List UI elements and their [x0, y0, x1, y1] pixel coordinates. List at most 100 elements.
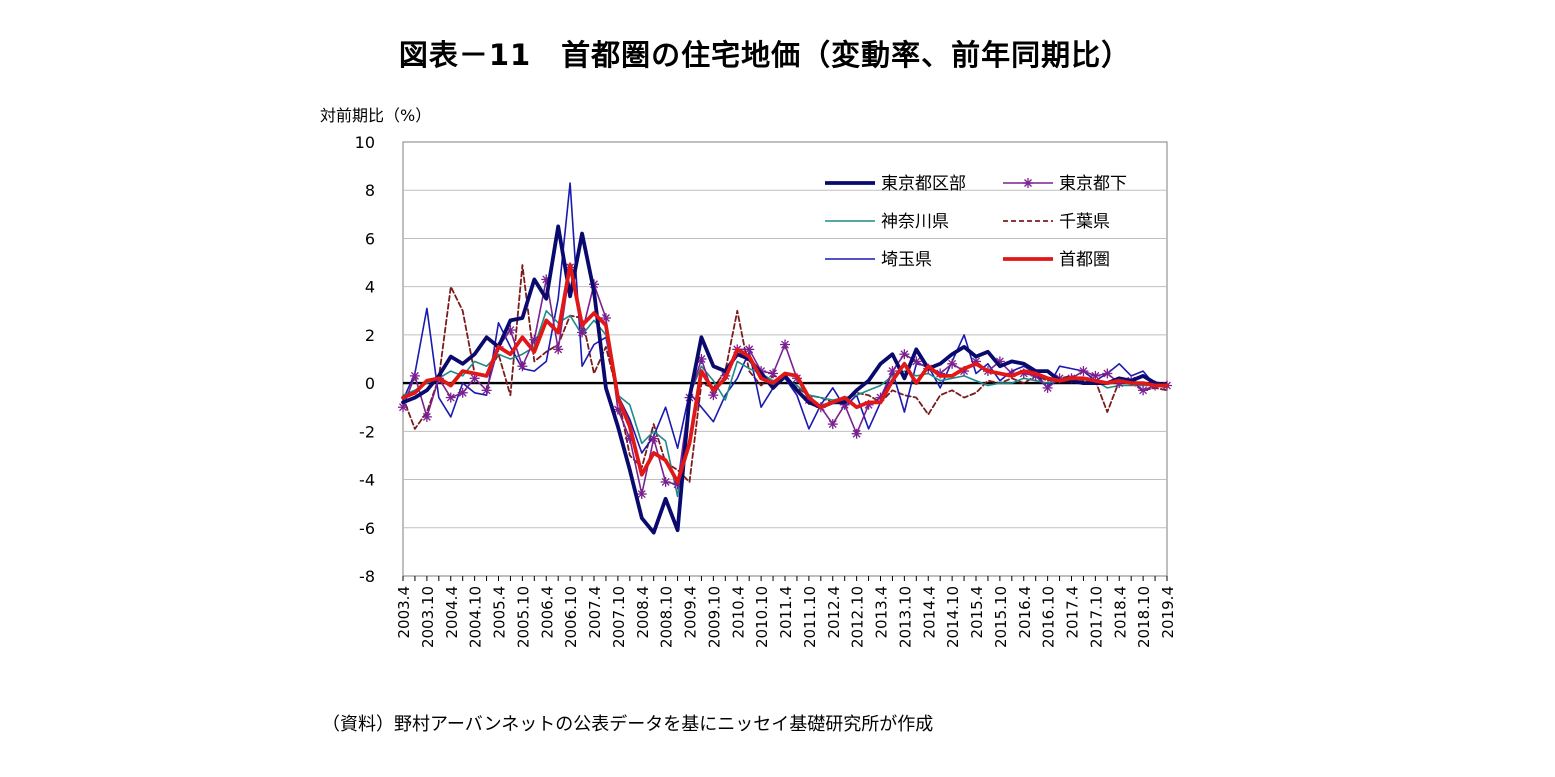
y-tick-label: -8: [359, 567, 375, 586]
x-tick-label: 2007.10: [610, 586, 628, 648]
data-point-marker: [1103, 369, 1112, 378]
data-point-marker: [458, 388, 467, 397]
data-point-marker: [781, 340, 789, 349]
data-point-marker: [888, 367, 897, 376]
x-tick-label: 2010.4: [729, 586, 747, 639]
data-point-marker: [828, 420, 837, 429]
x-tick-label: 2008.4: [634, 586, 652, 639]
x-tick-label: 2014.4: [920, 586, 938, 639]
data-point-marker: [649, 434, 658, 443]
x-tick-label: 2003.4: [395, 586, 413, 639]
x-tick-label: 2010.10: [753, 586, 771, 648]
series-layer: [398, 182, 1172, 535]
data-point-marker: [1091, 371, 1100, 380]
data-point-marker: [506, 326, 515, 335]
x-tick-label: 2013.4: [873, 586, 891, 639]
x-tick-label: 2018.4: [1111, 586, 1129, 639]
x-tick-label: 2014.10: [944, 586, 962, 648]
data-point-marker: [912, 357, 921, 366]
x-tick-label: 2007.4: [586, 586, 604, 639]
y-tick-label: 10: [355, 133, 375, 152]
legend-item: 東京都下: [1003, 174, 1127, 194]
data-point-marker: [470, 374, 479, 383]
data-point-marker: [900, 350, 909, 359]
legend-marker: [1024, 179, 1032, 187]
data-point-marker: [530, 335, 539, 344]
legend-label: 首都圏: [1059, 250, 1110, 270]
x-tick-label: 2012.4: [825, 586, 843, 639]
data-point-marker: [769, 369, 778, 378]
x-tick-label: 2003.10: [419, 586, 437, 648]
x-tick-label: 2015.10: [992, 586, 1010, 648]
y-tick-label: 8: [365, 181, 375, 200]
x-tick-label: 2013.10: [896, 586, 914, 648]
x-tick-label: 2009.4: [682, 586, 700, 639]
x-tick-label: 2017.4: [1064, 586, 1082, 639]
x-tick-label: 2005.4: [491, 586, 509, 639]
source-note: （資料）野村アーバンネットの公表データを基にニッセイ基礎研究所が作成: [322, 714, 934, 735]
y-tick-label: 2: [365, 326, 375, 345]
series-line: [402, 309, 1168, 498]
data-point-marker: [709, 391, 718, 400]
y-axis-label: 対前期比（%）: [320, 106, 431, 125]
x-tick-label: 2006.10: [562, 586, 580, 648]
legend-item: 埼玉県: [825, 250, 932, 270]
x-tick-label: 2015.4: [968, 586, 986, 639]
x-tick-label: 2018.10: [1135, 586, 1153, 648]
data-point-marker: [554, 345, 563, 354]
x-tick-label: 2019.4: [1159, 586, 1177, 639]
y-tick-label: -2: [359, 422, 375, 441]
y-tick-label: -4: [359, 471, 375, 490]
data-point-marker: [399, 403, 407, 412]
series-line: [402, 264, 1168, 483]
data-point-marker: [446, 393, 455, 402]
legend-item: 首都圏: [1003, 250, 1110, 270]
data-point-marker: [410, 371, 419, 380]
data-point-marker: [697, 355, 706, 363]
x-tick-label: 2011.4: [777, 586, 795, 639]
series-神奈川県: [402, 309, 1168, 498]
x-tick-label: 2004.4: [443, 586, 461, 639]
data-point-marker: [578, 328, 587, 337]
x-tick-label: 2016.10: [1040, 586, 1058, 648]
x-tick-label: 2009.10: [705, 586, 723, 648]
data-point-marker: [673, 480, 682, 489]
data-point-marker: [1139, 386, 1148, 395]
data-point-marker: [518, 362, 527, 371]
legend-item: 神奈川県: [825, 212, 949, 232]
y-tick-label: 0: [365, 374, 375, 393]
y-tick-label: 6: [365, 229, 375, 248]
series-千葉県: [402, 264, 1168, 483]
series-首都圏: [401, 263, 1169, 484]
data-point-marker: [637, 490, 646, 498]
y-tick-label: 4: [365, 278, 375, 297]
data-point-marker: [745, 345, 754, 354]
y-axis-ticks: -8 -6 -4 -2 0 2 4 6 8 10: [355, 133, 375, 586]
data-point-marker: [1043, 383, 1052, 392]
data-point-marker: [1079, 367, 1088, 376]
x-tick-label: 2012.10: [849, 586, 867, 648]
data-point-marker: [422, 412, 431, 421]
legend-label: 埼玉県: [881, 250, 932, 270]
x-tick-label: 2017.10: [1087, 586, 1105, 648]
legend-label: 千葉県: [1059, 212, 1110, 232]
data-point-marker: [482, 386, 491, 395]
chart-title: 図表－11 首都圏の住宅地価（変動率、前年同期比）: [398, 38, 1132, 72]
data-point-marker: [948, 359, 957, 368]
data-point-marker: [661, 478, 670, 486]
legend-label: 東京都下: [1059, 174, 1127, 194]
x-tick-label: 2008.10: [658, 586, 676, 648]
legend-item: 東京都区部: [825, 174, 966, 194]
legend-label: 東京都区部: [881, 174, 966, 194]
legend-item: 千葉県: [1003, 212, 1110, 232]
x-tick-label: 2006.4: [538, 586, 556, 639]
data-point-marker: [852, 429, 861, 438]
x-tick-label: 2011.10: [801, 586, 819, 648]
x-tick-label: 2016.4: [1016, 586, 1034, 639]
series-line: [401, 263, 1169, 484]
x-tick-label: 2005.10: [514, 586, 532, 648]
legend-label: 神奈川県: [881, 212, 949, 232]
x-axis-ticks: 2003.4 2003.10 2004.4 2004.10 2005.4 2005.10 2…: [395, 576, 1177, 648]
